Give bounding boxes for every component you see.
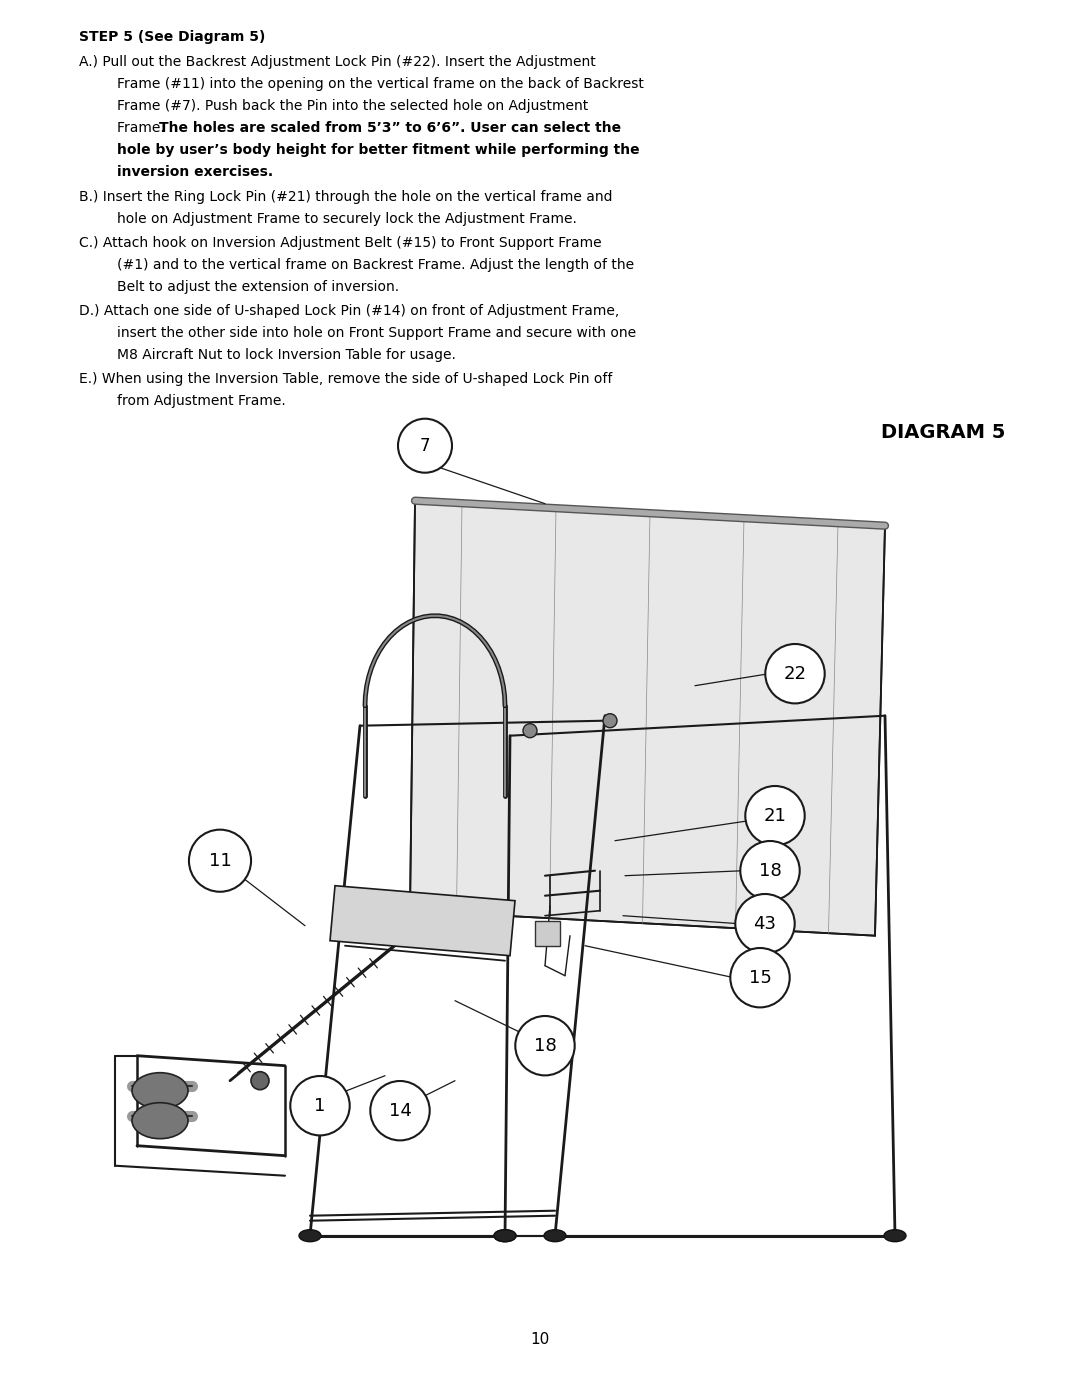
Text: 18: 18 <box>758 862 781 880</box>
Ellipse shape <box>544 1229 566 1242</box>
Polygon shape <box>330 886 515 956</box>
Text: 10: 10 <box>530 1331 550 1347</box>
Circle shape <box>189 830 251 891</box>
Ellipse shape <box>299 1229 321 1242</box>
Ellipse shape <box>523 724 537 738</box>
Ellipse shape <box>494 1229 516 1242</box>
Polygon shape <box>535 921 561 946</box>
Text: (#1) and to the vertical frame on Backrest Frame. Adjust the length of the: (#1) and to the vertical frame on Backre… <box>117 257 634 271</box>
Text: B.) Insert the Ring Lock Pin (#21) through the hole on the vertical frame and: B.) Insert the Ring Lock Pin (#21) throu… <box>79 190 612 204</box>
Text: 43: 43 <box>754 915 777 933</box>
Text: 15: 15 <box>748 968 771 986</box>
Text: 11: 11 <box>208 852 231 870</box>
Circle shape <box>370 1081 430 1140</box>
Circle shape <box>740 841 799 901</box>
Circle shape <box>515 1016 575 1076</box>
Circle shape <box>730 949 789 1007</box>
Ellipse shape <box>494 1229 516 1242</box>
Text: 22: 22 <box>783 665 807 683</box>
Text: Frame (#11) into the opening on the vertical frame on the back of Backrest: Frame (#11) into the opening on the vert… <box>117 77 644 91</box>
Ellipse shape <box>251 1071 269 1090</box>
Ellipse shape <box>885 1229 906 1242</box>
Ellipse shape <box>132 1073 188 1109</box>
Text: 18: 18 <box>534 1037 556 1055</box>
Circle shape <box>399 419 453 472</box>
Text: M8 Aircraft Nut to lock Inversion Table for usage.: M8 Aircraft Nut to lock Inversion Table … <box>117 348 456 362</box>
Text: E.) When using the Inversion Table, remove the side of U-shaped Lock Pin off: E.) When using the Inversion Table, remo… <box>79 372 612 386</box>
Text: 1: 1 <box>314 1097 326 1115</box>
Text: A.) Pull out the Backrest Adjustment Lock Pin (#22). Insert the Adjustment: A.) Pull out the Backrest Adjustment Loc… <box>79 56 596 70</box>
Text: 7: 7 <box>420 437 430 454</box>
Circle shape <box>735 894 795 953</box>
Text: DIAGRAM 5: DIAGRAM 5 <box>880 423 1005 441</box>
Text: hole by user’s body height for better fitment while performing the: hole by user’s body height for better fi… <box>117 144 639 158</box>
Text: C.) Attach hook on Inversion Adjustment Belt (#15) to Front Support Frame: C.) Attach hook on Inversion Adjustment … <box>79 236 602 250</box>
Text: Belt to adjust the extension of inversion.: Belt to adjust the extension of inversio… <box>117 279 400 293</box>
Text: inversion exercises.: inversion exercises. <box>117 165 273 179</box>
Text: Frame.: Frame. <box>117 122 170 136</box>
Text: 14: 14 <box>389 1102 411 1120</box>
Text: Frame (#7). Push back the Pin into the selected hole on Adjustment: Frame (#7). Push back the Pin into the s… <box>117 99 589 113</box>
Circle shape <box>766 644 825 704</box>
Ellipse shape <box>603 714 617 728</box>
Text: 21: 21 <box>764 806 786 824</box>
Text: insert the other side into hole on Front Support Frame and secure with one: insert the other side into hole on Front… <box>117 326 636 339</box>
Text: from Adjustment Frame.: from Adjustment Frame. <box>117 394 286 408</box>
Ellipse shape <box>132 1102 188 1139</box>
Polygon shape <box>410 500 885 936</box>
Circle shape <box>291 1076 350 1136</box>
Text: The holes are scaled from 5’3” to 6’6”. User can select the: The holes are scaled from 5’3” to 6’6”. … <box>159 122 621 136</box>
Text: D.) Attach one side of U-shaped Lock Pin (#14) on front of Adjustment Frame,: D.) Attach one side of U-shaped Lock Pin… <box>79 305 619 319</box>
Text: STEP 5 (See Diagram 5): STEP 5 (See Diagram 5) <box>79 29 266 43</box>
Circle shape <box>745 787 805 845</box>
Text: hole on Adjustment Frame to securely lock the Adjustment Frame.: hole on Adjustment Frame to securely loc… <box>117 211 577 225</box>
